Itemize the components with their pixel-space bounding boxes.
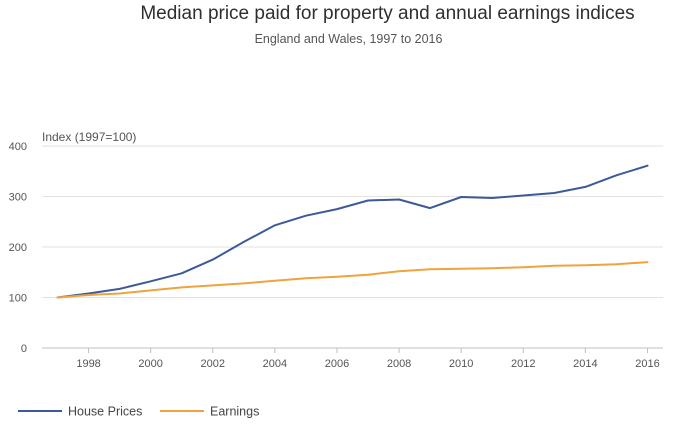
x-tick-label: 2014 [573, 358, 597, 370]
legend-label-earnings: Earnings [210, 405, 259, 419]
x-tick-label: 2006 [325, 358, 349, 370]
x-tick-label: 2016 [635, 358, 659, 370]
series-lines [56, 164, 649, 299]
y-tick-label: 200 [9, 242, 27, 254]
chart-title: Median price paid for property and annua… [140, 3, 635, 24]
x-tick-label: 2002 [201, 358, 225, 370]
x-tick-label: 1998 [76, 358, 100, 370]
x-tick-label: 2012 [511, 358, 535, 370]
y-tick-label: 400 [9, 141, 27, 153]
x-tick-label: 2004 [263, 358, 287, 370]
chart-subtitle: England and Wales, 1997 to 2016 [254, 32, 443, 46]
gridlines [42, 145, 663, 298]
legend-label-house-prices: House Prices [68, 405, 142, 419]
x-axis: 1998 2000 2002 2004 2006 2008 2010 2012 2014 2016 [42, 347, 663, 370]
y-tick-label: 300 [9, 192, 27, 204]
series-line-earnings [56, 261, 649, 299]
legend: House Prices Earnings [18, 405, 259, 419]
y-tick-label: 100 [9, 293, 27, 305]
x-tick-label: 2008 [387, 358, 411, 370]
series-line-house-prices [56, 164, 649, 299]
y-axis-ticks: 0 100 200 300 400 [9, 141, 27, 355]
y-axis-label: Index (1997=100) [42, 130, 136, 144]
y-tick-label: 0 [21, 343, 27, 355]
x-tick-label: 2010 [449, 358, 473, 370]
x-tick-label: 2000 [138, 358, 162, 370]
